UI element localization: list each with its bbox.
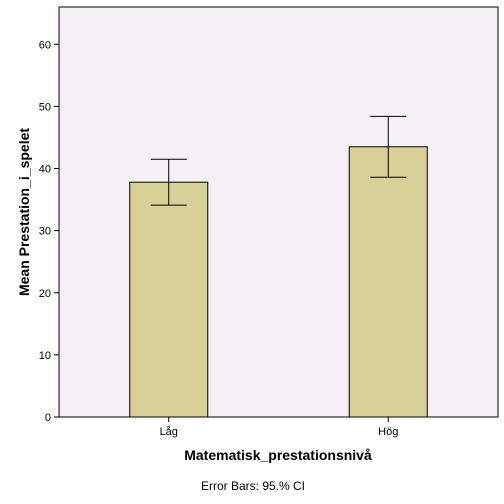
y-axis-title: Mean Prestation_i_spelet	[16, 128, 32, 296]
y-tick-label: 0	[45, 412, 51, 424]
y-tick-label: 20	[39, 288, 51, 300]
y-tick-label: 40	[39, 164, 51, 176]
x-axis-title: Matematisk_prestationsnivå	[184, 447, 372, 463]
plot-area	[58, 6, 499, 418]
x-tick-label: Låg	[160, 426, 178, 438]
x-axis: Låg Hög	[160, 417, 398, 438]
y-tick-label: 60	[39, 39, 51, 51]
y-axis: 0 10 20 30 40 50 60	[39, 39, 59, 424]
x-tick-label: Hög	[378, 426, 398, 438]
y-tick-label: 30	[39, 226, 51, 238]
bar	[129, 181, 209, 418]
error-bars-footnote: Error Bars: 95.% CI	[201, 479, 305, 493]
bar	[348, 146, 428, 418]
y-tick-label: 50	[39, 101, 51, 113]
y-tick-label: 10	[39, 350, 51, 362]
